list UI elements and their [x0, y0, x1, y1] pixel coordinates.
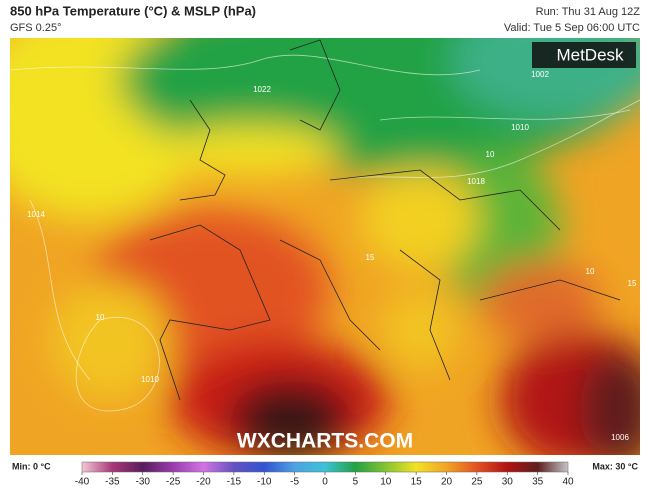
map-label: 1022: [253, 85, 271, 94]
subtitle: GFS 0.25°: [10, 22, 61, 34]
colorbar-tick-label: -15: [227, 477, 242, 488]
colorbar-tick-label: -35: [105, 477, 120, 488]
colorbar-tick-label: 35: [532, 477, 544, 488]
map-label: 10: [96, 313, 105, 322]
max-label: Max: 30 °C: [592, 461, 638, 471]
map-label: 1018: [467, 177, 485, 186]
logo-box: [532, 42, 636, 68]
colorbar-tick-label: -30: [136, 477, 151, 488]
map-label: 1002: [531, 70, 549, 79]
map-label: 1010: [141, 375, 159, 384]
colorbar-tick-label: -25: [166, 477, 181, 488]
run-time: Run: Thu 31 Aug 12Z: [536, 6, 641, 18]
colorbar-tick-label: 20: [441, 477, 453, 488]
valid-time: Valid: Tue 5 Sep 06:00 UTC: [504, 22, 640, 34]
colorbar-tick-label: -20: [196, 477, 211, 488]
map-label: 1010: [511, 123, 529, 132]
colorbar: [81, 461, 569, 473]
map: [10, 38, 640, 455]
map-label: 1014: [27, 210, 45, 219]
colorbar-tick-label: 40: [562, 477, 574, 488]
map-label: 10: [586, 267, 595, 276]
map-label: 15: [366, 253, 375, 262]
colorbar-tick-label: -10: [257, 477, 272, 488]
colorbar-tick-label: 25: [471, 477, 483, 488]
min-label: Min: 0 °C: [12, 461, 51, 471]
colorbar-tick-label: 10: [380, 477, 392, 488]
colorbar-tick-label: 0: [322, 477, 328, 488]
map-label: 10: [486, 150, 495, 159]
colorbar-tick-label: 5: [353, 477, 359, 488]
colorbar-tick-label: 15: [411, 477, 423, 488]
map-label: 1006: [611, 433, 629, 442]
colorbar-tick-label: -40: [75, 477, 90, 488]
logo: MetDesk: [556, 45, 624, 64]
colorbar-tick-label: -5: [290, 477, 299, 488]
map-label: 15: [628, 279, 637, 288]
title: 850 hPa Temperature (°C) & MSLP (hPa): [10, 3, 256, 18]
watermark: WXCHARTS.COM: [237, 430, 413, 453]
colorbar-tick-label: 30: [502, 477, 514, 488]
